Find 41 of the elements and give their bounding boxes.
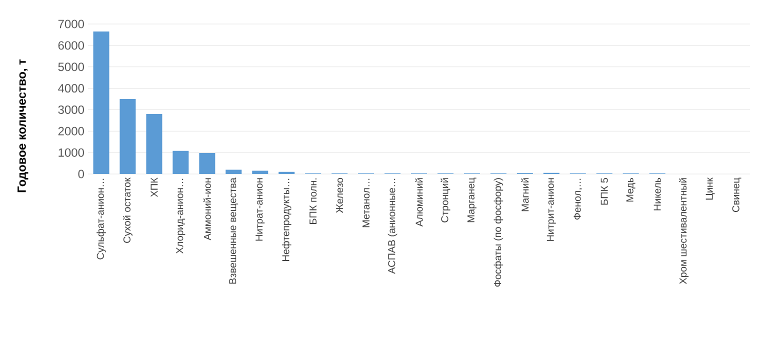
x-tick-label: Хлорид-анион… bbox=[176, 178, 186, 254]
y-tick-label: 3000 bbox=[58, 105, 84, 114]
y-tick-label: 2000 bbox=[58, 126, 84, 136]
x-tick-label: Метанол… bbox=[362, 178, 370, 228]
x-tick-label: Сухой остаток bbox=[122, 177, 132, 243]
bar bbox=[199, 153, 216, 174]
y-tick-label: 4000 bbox=[58, 84, 84, 93]
x-tick-label: Свинец bbox=[732, 178, 742, 212]
x-tick-label: ХПК bbox=[150, 178, 158, 197]
x-tick-label: Магний bbox=[521, 178, 529, 212]
x-tick-label: БПК 5 bbox=[600, 178, 608, 205]
y-tick-label: 1000 bbox=[58, 148, 84, 157]
x-tick-label: Стронций bbox=[440, 178, 450, 222]
x-tick-label: БПК полн. bbox=[310, 178, 317, 224]
x-tick-label: Аммоний-ион bbox=[203, 178, 211, 240]
y-tick-label: 5000 bbox=[58, 62, 84, 72]
y-axis-title: Годовое количество, т bbox=[18, 59, 28, 192]
x-tick-label: Цинк bbox=[706, 177, 715, 200]
y-tick-label: 7000 bbox=[58, 20, 84, 28]
x-tick-label: Нитрит-анион bbox=[546, 178, 556, 241]
x-tick-label: Нитрат-анион bbox=[256, 178, 265, 241]
y-tick-label: 6000 bbox=[58, 41, 84, 50]
bar bbox=[252, 170, 268, 174]
bar bbox=[172, 150, 189, 174]
bar bbox=[146, 114, 162, 174]
bar bbox=[93, 32, 110, 174]
x-tick-label: Никель bbox=[654, 178, 661, 210]
x-tick-label: АСПАВ (анионные… bbox=[388, 178, 398, 274]
x-tick-label: Фенол,… bbox=[574, 178, 582, 220]
bar bbox=[226, 170, 242, 174]
x-tick-label: Алюминий bbox=[415, 178, 423, 227]
x-tick-label: Хром шестивалентный bbox=[679, 178, 689, 284]
x-tick-label: Марганец bbox=[467, 178, 476, 222]
x-tick-label: Железо bbox=[336, 178, 344, 213]
x-tick-label: Нефтепродукты… bbox=[282, 178, 292, 261]
y-tick-label: 0 bbox=[78, 170, 84, 178]
x-tick-label: Сульфат-анион… bbox=[96, 178, 106, 260]
x-tick-label: Фосфаты (по фосфору) bbox=[494, 178, 504, 287]
bar bbox=[120, 99, 136, 174]
x-tick-label: Медь bbox=[626, 178, 636, 202]
x-tick-label: Взвешенные вещества bbox=[229, 178, 238, 284]
